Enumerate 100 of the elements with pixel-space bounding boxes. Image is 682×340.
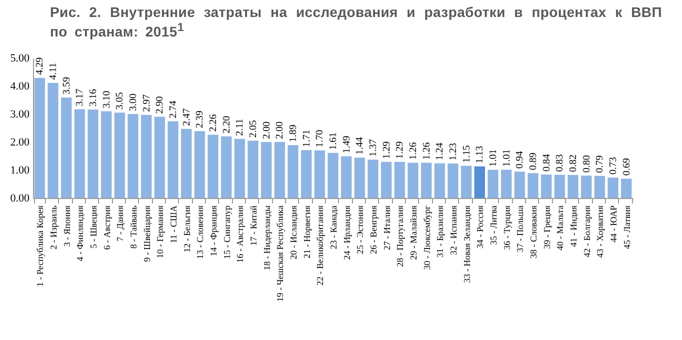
x-tick-label: 37 - Польша — [515, 206, 526, 252]
bar — [541, 174, 552, 198]
data-label: 2.74 — [168, 100, 179, 118]
data-label: 1.29 — [381, 141, 392, 159]
data-label: 2.26 — [208, 114, 219, 132]
data-label: 0.73 — [608, 157, 619, 175]
bar — [141, 114, 152, 198]
x-tick-label: 19 - Чешская Республика — [275, 205, 286, 302]
bar — [421, 162, 432, 198]
x-tick-label: 5 - Швеция — [88, 206, 98, 249]
x-tick-label: 12 - Бельгия — [182, 206, 192, 252]
bar — [448, 164, 458, 198]
x-tick-label: 39 - Греция — [542, 206, 552, 249]
bar — [328, 152, 338, 198]
x-tick-label: 17 - Китай — [248, 205, 258, 246]
x-tick-label: 11 - США — [168, 205, 178, 244]
bar — [48, 82, 58, 198]
data-label: 0.83 — [554, 154, 566, 172]
bar — [181, 128, 192, 198]
x-tick-label: 4 - Финляндия — [75, 206, 86, 262]
bar — [554, 174, 565, 198]
x-tick-label: 18 - Нидерланды — [262, 206, 272, 270]
bar — [368, 160, 378, 198]
x-tick-label: 9 - Швейцария — [142, 206, 152, 262]
bar — [234, 138, 245, 198]
data-label: 0.94 — [514, 151, 526, 169]
x-tick-label: 30 - Люксембург — [422, 205, 432, 270]
data-label: 3.59 — [61, 76, 72, 94]
x-tick-label: 31 - Бразилия — [435, 206, 446, 258]
data-label: 1.13 — [474, 146, 486, 164]
data-label: 1.24 — [434, 142, 446, 160]
data-label: 0.84 — [541, 154, 552, 172]
bar — [514, 172, 525, 198]
bar — [261, 142, 272, 198]
data-label: 1.71 — [301, 130, 312, 148]
bar — [168, 121, 178, 198]
data-label: 3.16 — [88, 89, 99, 107]
data-label: 1.89 — [288, 124, 299, 142]
data-label: 0.79 — [594, 155, 606, 173]
y-tick-label: 3.00 — [10, 108, 30, 120]
data-label: 2.20 — [221, 116, 232, 134]
bar — [194, 131, 205, 198]
bar — [114, 112, 125, 198]
data-label: 3.00 — [128, 94, 139, 111]
bar — [154, 116, 165, 198]
bar — [434, 163, 445, 198]
data-label: 1.61 — [328, 132, 339, 150]
x-tick-label: 27 - Италия — [382, 206, 392, 250]
bar — [314, 150, 325, 198]
bar — [61, 97, 72, 198]
x-tick-label: 7 - Дания — [115, 206, 126, 242]
bar — [408, 162, 418, 198]
data-label: 0.82 — [568, 154, 579, 172]
data-label: 4.11 — [48, 62, 59, 80]
data-label: 1.01 — [501, 149, 512, 167]
x-tick-label: 32 - Испания — [448, 206, 458, 256]
data-label: 0.89 — [528, 152, 539, 170]
bar — [301, 150, 312, 198]
bar — [274, 142, 285, 198]
bar — [288, 145, 298, 198]
data-label: 2.39 — [194, 110, 206, 128]
bar — [341, 156, 352, 198]
data-label: 2.47 — [181, 108, 192, 126]
x-tick-label: 29 - Малайзия — [408, 206, 418, 260]
data-label: 1.26 — [408, 142, 419, 160]
bar — [221, 136, 232, 198]
data-label: 1.44 — [354, 137, 366, 155]
data-label: 2.97 — [141, 94, 152, 112]
x-tick-label: 6 - Австрия — [102, 206, 112, 250]
data-label: 2.00 — [261, 122, 272, 139]
data-label: 3.10 — [101, 90, 112, 108]
x-tick-label: 16 - Австралия — [235, 206, 246, 263]
x-tick-label: 28 - Португалия — [395, 206, 406, 267]
bar — [248, 140, 258, 198]
x-tick-label: 33 - Новая Зеландия — [462, 206, 472, 283]
bar — [88, 110, 98, 198]
x-tick-label: 8 - Тайвань — [128, 206, 138, 249]
bar — [608, 178, 618, 198]
y-tick-label: 4.00 — [10, 80, 30, 92]
x-tick-label: 40 - Мальта — [555, 206, 566, 250]
x-tick-label: 44 - ЮАР — [608, 206, 618, 242]
x-tick-label: 43 - Хорватия — [595, 206, 606, 258]
bar — [594, 176, 605, 198]
x-tick-label: 35 - Литва — [488, 206, 498, 245]
x-tick-label: 22 - Великобритания — [315, 206, 326, 286]
bar — [474, 166, 485, 198]
data-label: 1.29 — [394, 141, 406, 159]
x-tick-label: 42 - Болгария — [582, 206, 592, 258]
data-label: 0.69 — [621, 158, 632, 176]
data-label: 1.23 — [448, 143, 459, 161]
data-label: 3.05 — [114, 92, 126, 110]
y-tick-label: 0.00 — [10, 192, 30, 204]
data-label: 1.01 — [488, 149, 499, 167]
bar — [128, 114, 138, 198]
bar — [621, 178, 632, 198]
y-tick-label: 2.00 — [10, 136, 30, 148]
x-tick-label: 10 - Германия — [155, 206, 166, 258]
data-label: 1.70 — [314, 130, 326, 148]
chart-title: Рис. 2. Внутренние затраты на исследования и разработки в процентах к ВВП по странам: 2015$^{1}$ — [50, 4, 662, 40]
bar — [461, 166, 472, 198]
